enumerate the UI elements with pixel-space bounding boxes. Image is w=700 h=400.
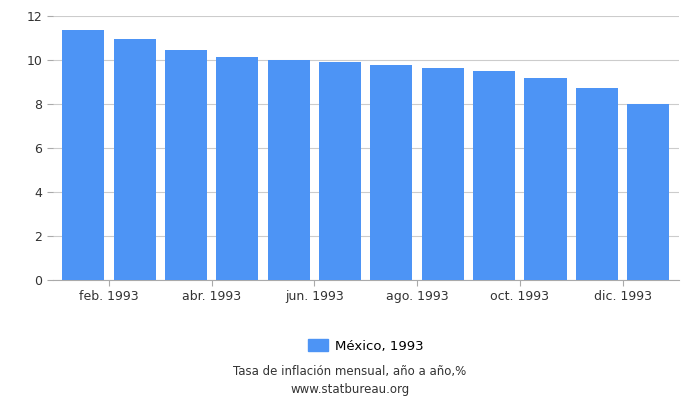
Bar [165,50,207,280]
Bar [113,39,155,280]
Bar [576,88,618,280]
Bar [524,78,566,280]
Bar [627,104,669,280]
Text: www.statbureau.org: www.statbureau.org [290,384,410,396]
Bar [370,65,412,280]
Bar [62,30,104,280]
Bar [319,62,361,280]
Text: Tasa de inflación mensual, año a año,%: Tasa de inflación mensual, año a año,% [233,366,467,378]
Legend: México, 1993: México, 1993 [303,334,428,358]
Bar [421,68,464,280]
Bar [473,70,515,280]
Bar [216,57,258,280]
Bar [267,60,310,280]
